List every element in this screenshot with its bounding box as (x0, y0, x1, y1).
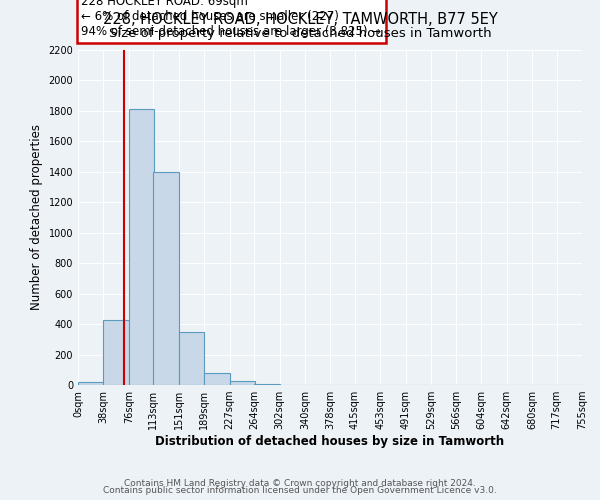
Text: 228, HOCKLEY ROAD, HOCKLEY, TAMWORTH, B77 5EY: 228, HOCKLEY ROAD, HOCKLEY, TAMWORTH, B7… (103, 12, 497, 28)
Bar (254, 384, 280, 385)
Bar (230, 381, 255, 385)
Text: Contains public sector information licensed under the Open Government Licence v3: Contains public sector information licen… (103, 486, 497, 495)
Bar (78, 382, 103, 385)
Y-axis label: Number of detached properties: Number of detached properties (30, 124, 43, 310)
X-axis label: Distribution of detached houses by size in Tamworth: Distribution of detached houses by size … (155, 435, 505, 448)
Text: 228 HOCKLEY ROAD: 69sqm
← 6% of detached houses are smaller (227)
94% of semi-de: 228 HOCKLEY ROAD: 69sqm ← 6% of detached… (82, 0, 382, 38)
Bar (103, 320, 129, 385)
Bar (204, 373, 230, 385)
Bar (129, 110, 154, 385)
Text: Contains HM Land Registry data © Crown copyright and database right 2024.: Contains HM Land Registry data © Crown c… (124, 478, 476, 488)
Bar (154, 172, 179, 385)
Text: Size of property relative to detached houses in Tamworth: Size of property relative to detached ho… (109, 28, 491, 40)
Bar (179, 332, 204, 385)
